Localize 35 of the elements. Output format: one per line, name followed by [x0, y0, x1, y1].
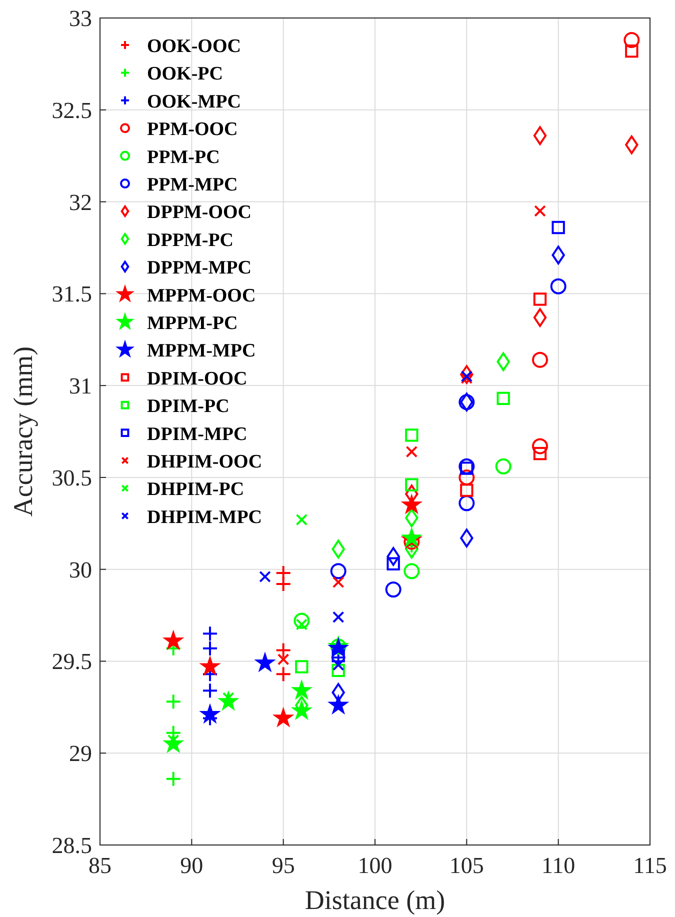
legend-label: DPIM-MPC	[147, 424, 248, 445]
legend-label: MPPM-PC	[147, 313, 238, 334]
y-tick-label: 30	[69, 557, 92, 582]
y-tick-label: 31	[69, 374, 92, 399]
legend-label: MPPM-OOC	[147, 285, 256, 306]
legend-label: DHPIM-PC	[147, 479, 244, 500]
y-tick-label: 30.5	[52, 465, 92, 490]
y-tick-label: 32.5	[52, 98, 92, 123]
x-tick-label: 95	[272, 853, 295, 878]
legend-label: DPPM-PC	[147, 230, 234, 251]
legend-label: OOK-PC	[147, 64, 223, 85]
x-axis-title: Distance (m)	[304, 885, 446, 915]
x-tick-label: 90	[180, 853, 204, 878]
legend-label: PPM-PC	[147, 146, 220, 168]
x-tick-label: 100	[358, 853, 392, 878]
legend-label: OOK-OOC	[147, 36, 241, 57]
legend-label: PPM-OOC	[147, 119, 238, 140]
y-tick-label: 33	[69, 6, 92, 31]
legend-label: DPPM-OOC	[147, 202, 252, 224]
x-tick-label: 115	[633, 853, 667, 878]
legend-label: DPIM-OOC	[147, 368, 248, 390]
legend-label: DPPM-MPC	[147, 258, 252, 279]
y-axis-title: Accuracy (mm)	[8, 346, 38, 517]
legend-label: DPIM-PC	[147, 396, 230, 418]
y-tick-label: 29.5	[52, 649, 92, 674]
y-tick-label: 29	[69, 741, 92, 766]
x-tick-label: 105	[449, 853, 484, 878]
legend-label: OOK-MPC	[147, 91, 241, 112]
legend-label: PPM-MPC	[147, 174, 238, 196]
legend-label: DHPIM-MPC	[147, 506, 262, 528]
y-tick-label: 32	[69, 190, 92, 215]
y-tick-label: 31.5	[52, 282, 92, 307]
legend-label: DHPIM-OOC	[147, 452, 262, 472]
x-tick-label: 110	[542, 853, 576, 878]
legend-label: MPPM-MPC	[147, 340, 256, 362]
